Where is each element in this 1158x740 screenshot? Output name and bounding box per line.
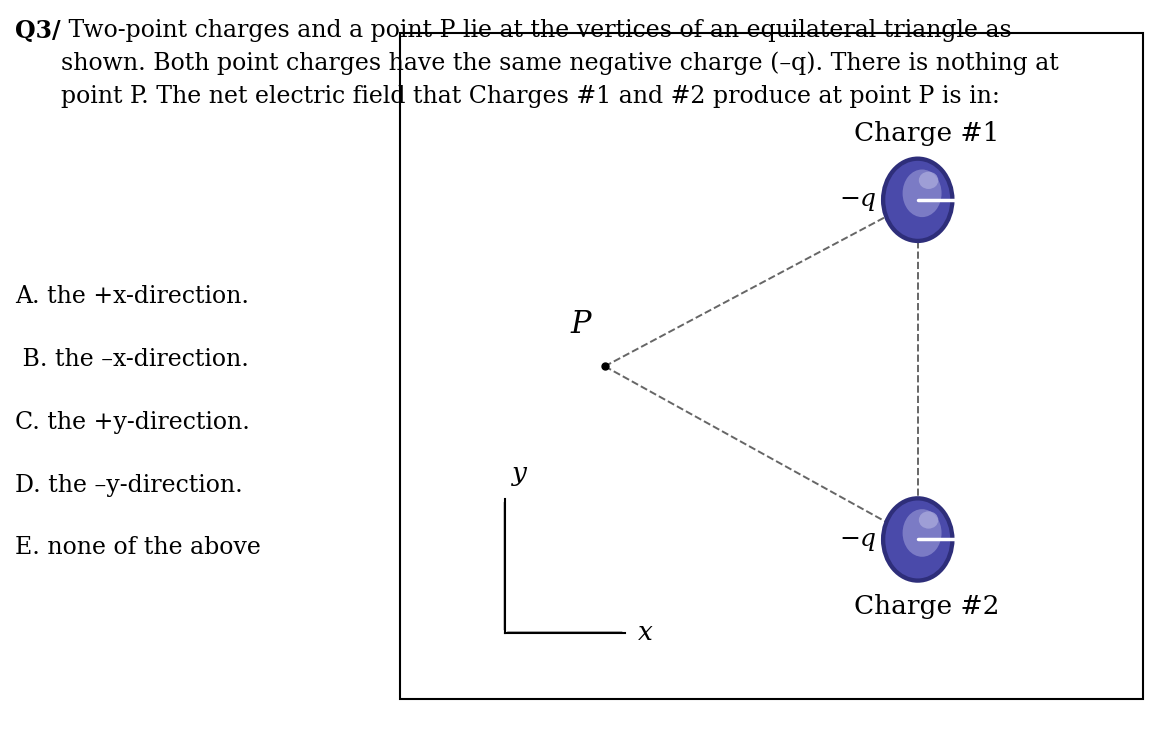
Text: A. the +x-direction.: A. the +x-direction. xyxy=(15,285,249,308)
Ellipse shape xyxy=(902,169,941,217)
Text: C. the +y-direction.: C. the +y-direction. xyxy=(15,411,250,434)
Text: −q: −q xyxy=(840,188,877,212)
Text: Two-point charges and a point P lie at the vertices of an equilateral triangle a: Two-point charges and a point P lie at t… xyxy=(61,18,1060,108)
Text: P: P xyxy=(571,309,592,340)
Text: D. the –y-direction.: D. the –y-direction. xyxy=(15,474,243,497)
Text: Charge #1: Charge #1 xyxy=(853,121,999,146)
Text: −q: −q xyxy=(840,528,877,551)
Ellipse shape xyxy=(918,511,938,528)
Ellipse shape xyxy=(885,161,951,239)
Ellipse shape xyxy=(902,509,941,556)
Ellipse shape xyxy=(881,496,954,583)
Ellipse shape xyxy=(881,156,954,243)
Text: B. the –x-direction.: B. the –x-direction. xyxy=(15,348,249,371)
Text: Q3/: Q3/ xyxy=(15,18,60,42)
Text: y: y xyxy=(512,461,527,486)
Ellipse shape xyxy=(885,500,951,579)
Text: Charge #2: Charge #2 xyxy=(853,593,999,619)
Ellipse shape xyxy=(918,172,938,189)
Text: x: x xyxy=(638,620,653,645)
Text: E. none of the above: E. none of the above xyxy=(15,536,261,559)
